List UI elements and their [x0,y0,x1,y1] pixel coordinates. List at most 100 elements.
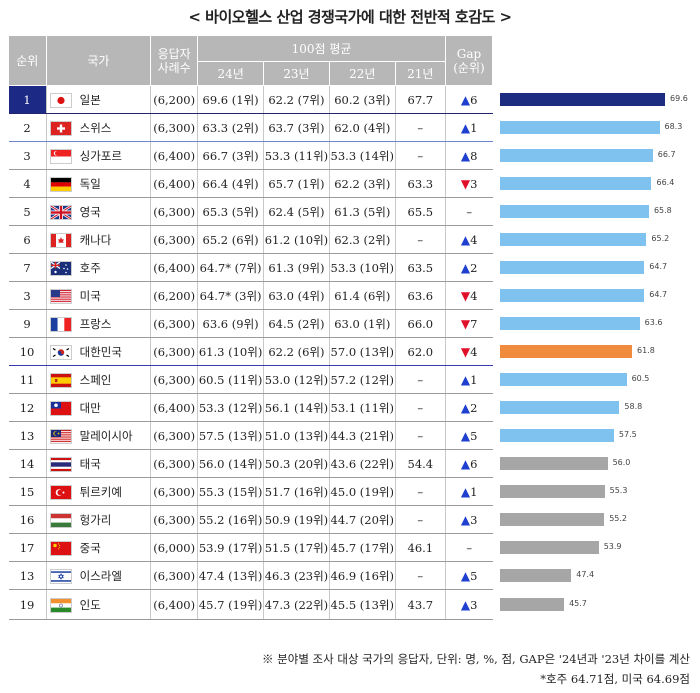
rank-cell: 4 [8,169,47,198]
bar-value-label: 57.5 [618,430,637,439]
score-21-cell: – [395,365,446,394]
triangle-down-icon: ▼ [460,344,471,359]
score-21-cell: – [395,561,446,590]
country-cell: 인도 [46,589,152,620]
bar-value-label: 66.7 [657,150,676,159]
gap-value: 2 [470,260,478,275]
triangle-down-icon: ▼ [460,316,471,331]
respondents-cell: (6,300) [150,365,199,394]
country-name: 캐나다 [79,233,112,247]
gap-cell: ▲1 [445,113,493,142]
country-name: 태국 [79,457,101,471]
score-23-cell: 63.0 (4위) [263,281,330,310]
gap-value: 4 [470,232,478,247]
score-bar [500,513,605,526]
rank-cell: 11 [8,365,47,394]
score-21-cell: 67.7 [395,85,446,114]
gap-value: 2 [470,400,478,415]
score-bar [500,177,652,190]
gap-value: 4 [470,344,478,359]
us-flag-icon [49,288,72,304]
gap-cell: ▼3 [445,169,493,198]
respondents-cell: (6,300) [150,477,199,506]
score-22-cell: 63.0 (1위) [329,309,396,338]
gap-value: 1 [470,372,478,387]
score-23-cell: 50.9 (19위) [263,505,330,534]
gap-value: 4 [470,288,478,303]
score-24-cell: 64.7* (3위) [197,281,265,310]
bar-value-label: 65.8 [653,206,672,215]
respondents-cell: (6,300) [150,449,199,478]
score-24-cell: 45.7 (19위) [197,589,265,620]
jp-flag-icon [49,92,72,108]
header-rank: 순위 [8,35,47,86]
score-23-cell: 47.3 (22위) [263,589,330,620]
score-21-cell: – [395,141,446,170]
country-name: 미국 [79,289,101,303]
score-23-cell: 64.5 (2위) [263,309,330,338]
gap-cell: ▲2 [445,253,493,282]
bar-value-label: 68.3 [664,122,683,131]
score-bar [500,429,614,442]
score-22-cell: 61.3 (5위) [329,197,396,226]
gap-value: 3 [470,597,478,612]
table-row: 6 캐나다 (6,300) 65.2 (6위) 61.2 (10위) 62.3 (2위) –… [8,225,493,254]
gap-cell: ▲2 [445,393,493,422]
gap-cell: – [445,197,493,226]
score-22-cell: 53.1 (11위) [329,393,396,422]
country-name: 독일 [79,177,101,191]
kr-flag-icon [49,344,72,360]
gap-value: 7 [470,316,478,331]
score-24-cell: 65.3 (5위) [197,197,265,226]
bar-value-label: 60.5 [631,374,650,383]
bar-value-label: 56.0 [612,458,631,467]
score-24-cell: 60.5 (11위) [197,365,265,394]
country-name: 튀르키예 [79,485,122,499]
rank-cell: 16 [8,505,47,534]
table-row: 9 프랑스 (6,300) 63.6 (9위) 64.5 (2위) 63.0 (1위) 66… [8,309,493,338]
gap-cell: ▼4 [445,281,493,310]
score-23-cell: 62.4 (5위) [263,197,330,226]
gap-value: – [466,204,473,219]
triangle-up-icon: ▲ [460,428,471,443]
score-21-cell: 65.5 [395,197,446,226]
table-row: 19 인도 (6,400) 45.7 (19위) 47.3 (22위) 45.5 (13위… [8,589,493,620]
gap-cell: ▲5 [445,421,493,450]
ch-flag-icon [49,120,72,136]
respondents-cell: (6,300) [150,421,199,450]
table-row: 1 일본 (6,200) 69.6 (1위) 62.2 (7위) 60.2 (3위) 67.… [8,85,493,114]
country-name: 프랑스 [79,317,112,331]
rank-cell: 3 [8,141,47,170]
score-21-cell: 63.5 [395,253,446,282]
bar-value-label: 47.4 [576,570,595,579]
triangle-up-icon: ▲ [460,512,471,527]
gap-cell: ▲8 [445,141,493,170]
country-cell: 스페인 [46,365,152,394]
country-name: 스페인 [79,373,112,387]
country-cell: 호주 [46,253,152,282]
table-row: 10 대한민국 (6,300) 61.3 (10위) 62.2 (6위) 57.0 (13… [8,337,493,366]
rank-cell: 17 [8,533,47,562]
score-bar [500,289,645,302]
country-name: 말레이시아 [79,429,133,443]
score-22-cell: 60.2 (3위) [329,85,396,114]
respondents-cell: (6,300) [150,337,199,366]
score-bar [500,233,647,246]
table-row: 5 영국 (6,300) 65.3 (5위) 62.4 (5위) 61.3 (5위) 65.… [8,197,493,226]
score-21-cell: 46.1 [395,533,446,562]
score-bar [500,457,608,470]
country-cell: 캐나다 [46,225,152,254]
score-23-cell: 62.2 (6위) [263,337,330,366]
score-22-cell: 44.7 (20위) [329,505,396,534]
country-cell: 대한민국 [46,337,152,366]
score-24-cell: 69.6 (1위) [197,85,265,114]
country-name: 대만 [79,401,101,415]
country-cell: 영국 [46,197,152,226]
score-24-cell: 53.3 (12위) [197,393,265,422]
au-flag-icon [49,260,72,276]
gap-cell: ▲6 [445,449,493,478]
table-row: 12 대만 (6,400) 53.3 (12위) 56.1 (14위) 53.1 (11위… [8,393,493,422]
score-bar [500,541,599,554]
table-row: 16 헝가리 (6,300) 55.2 (16위) 50.9 (19위) 44.7 (20… [8,505,493,534]
footnote-units: ※ 분야별 조사 대상 국가의 응답자, 단위: 명, %, 점, GAP은 '… [262,652,690,666]
